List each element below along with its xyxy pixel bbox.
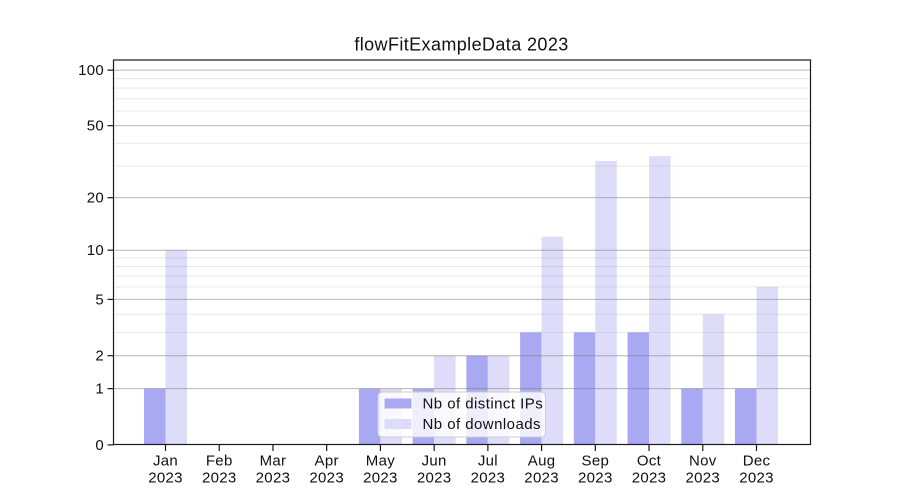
svg-text:Aug: Aug (528, 452, 556, 469)
svg-text:20: 20 (87, 190, 104, 207)
svg-text:Nb of downloads: Nb of downloads (423, 416, 542, 433)
svg-text:2023: 2023 (739, 469, 774, 486)
svg-text:Mar: Mar (260, 452, 287, 469)
svg-text:May: May (366, 452, 395, 469)
svg-text:Jan: Jan (153, 452, 178, 469)
svg-text:Nb of distinct IPs: Nb of distinct IPs (423, 396, 544, 413)
svg-text:2023: 2023 (309, 469, 344, 486)
svg-text:5: 5 (95, 291, 104, 308)
svg-text:2023: 2023 (685, 469, 720, 486)
svg-text:Sep: Sep (582, 452, 610, 469)
svg-text:flowFitExampleData 2023: flowFitExampleData 2023 (354, 34, 568, 54)
svg-text:2023: 2023 (578, 469, 613, 486)
svg-text:0: 0 (95, 437, 104, 454)
svg-text:2023: 2023 (524, 469, 559, 486)
svg-text:Jul: Jul (478, 452, 498, 469)
svg-text:Feb: Feb (206, 452, 233, 469)
svg-text:100: 100 (78, 62, 104, 79)
svg-text:Apr: Apr (315, 452, 339, 469)
svg-text:2023: 2023 (148, 469, 183, 486)
svg-text:1: 1 (95, 381, 104, 398)
svg-text:2: 2 (95, 348, 104, 365)
svg-text:50: 50 (87, 118, 104, 135)
svg-text:10: 10 (87, 242, 104, 259)
svg-text:Oct: Oct (637, 452, 662, 469)
svg-text:Dec: Dec (743, 452, 771, 469)
svg-text:2023: 2023 (632, 469, 667, 486)
svg-text:Nov: Nov (689, 452, 717, 469)
svg-text:2023: 2023 (256, 469, 291, 486)
svg-text:2023: 2023 (202, 469, 237, 486)
svg-text:Jun: Jun (422, 452, 447, 469)
svg-text:2023: 2023 (471, 469, 506, 486)
svg-text:2023: 2023 (417, 469, 452, 486)
svg-text:2023: 2023 (363, 469, 398, 486)
